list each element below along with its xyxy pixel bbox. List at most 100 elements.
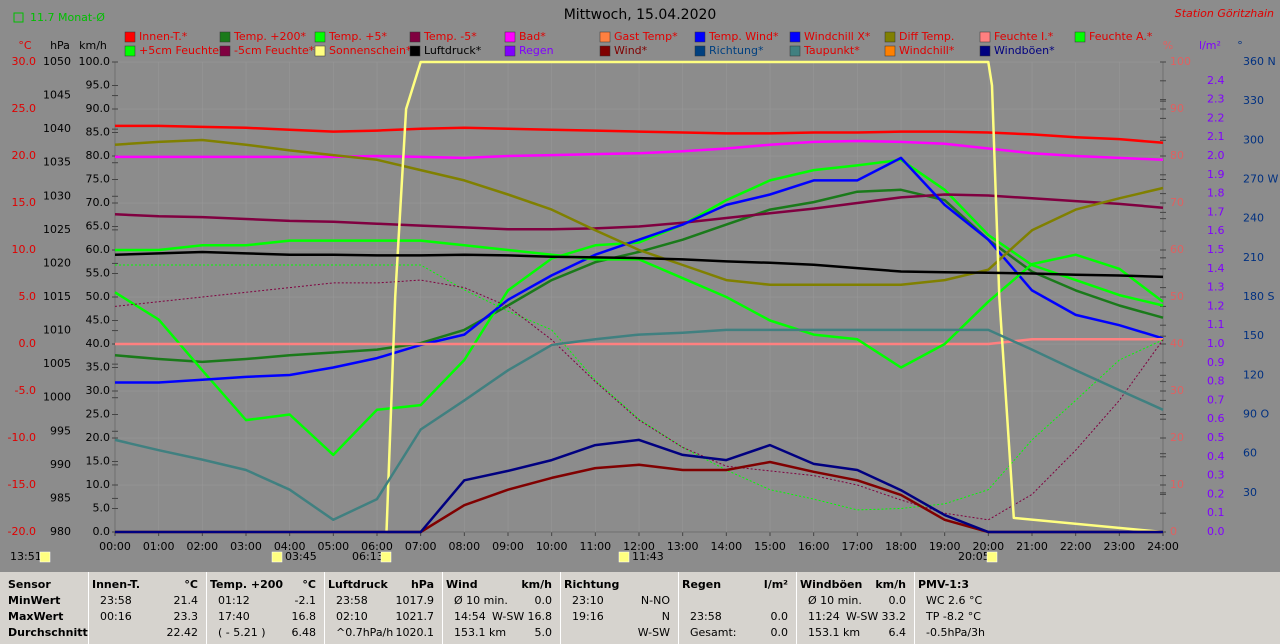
- y-tick-label: 0.5: [1207, 431, 1225, 444]
- cell-right: 22.42: [166, 626, 199, 639]
- column-header: Innen-T.: [92, 578, 141, 591]
- y-tick-label: 0.0: [93, 525, 111, 538]
- x-tick-label: 21:00: [1016, 540, 1048, 553]
- y-tick-label: 360 N: [1243, 55, 1276, 68]
- legend-label: Temp. Wind*: [708, 30, 779, 43]
- x-tick-label: 11:00: [579, 540, 611, 553]
- cell-left: 02:10: [336, 610, 368, 623]
- legend-label: Innen-T.*: [139, 30, 188, 43]
- y-axis-unit: km/h: [79, 39, 107, 52]
- cell-right: 1021.7: [395, 610, 435, 623]
- cell-right: 1017.9: [395, 594, 435, 607]
- legend-swatch: [1074, 31, 1086, 43]
- series-line: [115, 438, 1163, 534]
- y-tick-label: 60.0: [86, 243, 111, 256]
- y-tick-label: 1040: [43, 122, 71, 135]
- cell-right: 5.0: [534, 626, 553, 639]
- x-tick-label: 05:00: [317, 540, 349, 553]
- x-tick-label: 06:00: [361, 540, 393, 553]
- y-tick-label: 65.0: [86, 220, 111, 233]
- column-separator: [206, 572, 207, 644]
- column-separator: [560, 572, 561, 644]
- series-line: [114, 250, 1164, 279]
- y-tick-label: 995: [50, 424, 71, 437]
- cell-left: Ø 10 min.: [808, 594, 862, 607]
- legend-label: Temp. +200*: [233, 30, 307, 43]
- x-tick-label: 22:00: [1060, 540, 1092, 553]
- y-tick-label: 30.0: [12, 55, 37, 68]
- row-label: Sensor: [8, 578, 51, 591]
- legend-label: Windchill X*: [804, 30, 871, 43]
- y-tick-label: 55.0: [86, 267, 111, 280]
- column-header: Richtung: [564, 578, 620, 591]
- cell-right: 33.2: [881, 610, 907, 623]
- y-tick-label: 45.0: [86, 314, 111, 327]
- y-axis-unit: %: [1163, 39, 1173, 52]
- sun-marker-label: 03:45: [285, 550, 317, 563]
- legend-label: Richtung*: [709, 44, 764, 57]
- legend-label: Diff Temp.: [899, 30, 954, 43]
- legend-swatch: [219, 45, 231, 57]
- column-unit: km/h: [875, 578, 906, 591]
- cell-left: 23:58: [100, 594, 132, 607]
- y-tick-label: 10.0: [86, 478, 111, 491]
- cell-right: 0.0: [534, 594, 553, 607]
- legend-label: Feuchte A.*: [1089, 30, 1153, 43]
- y-tick-label: 1.1: [1207, 318, 1225, 331]
- cell-right: 16.8: [527, 610, 553, 623]
- y-tick-label: 2.1: [1207, 130, 1225, 143]
- series-line: [115, 156, 1164, 384]
- cell-left: WC 2.6 °C: [926, 594, 983, 607]
- series-line: [115, 264, 1164, 511]
- y-tick-label: 20.0: [86, 431, 111, 444]
- series-line: [114, 328, 1164, 522]
- row-label: MinWert: [8, 594, 61, 607]
- column-separator: [324, 572, 325, 644]
- cell-right: 0.0: [770, 610, 789, 623]
- y-tick-label: 210: [1243, 251, 1264, 264]
- legend-swatch: [599, 45, 611, 57]
- series-line: [114, 158, 1164, 457]
- y-tick-label: 35.0: [86, 361, 111, 374]
- column-separator: [796, 572, 797, 644]
- row-label: Durchschnitt: [8, 626, 88, 639]
- y-tick-label: 30: [1243, 486, 1257, 499]
- y-tick-label: 20.0: [12, 149, 37, 162]
- legend-swatch: [599, 31, 611, 43]
- legend-label: Feuchte I.*: [994, 30, 1054, 43]
- column-header: PMV-1:3: [918, 578, 969, 591]
- x-tick-label: 02:00: [186, 540, 218, 553]
- y-tick-label: 1025: [43, 223, 71, 236]
- cell-mid: W-SW: [492, 610, 525, 623]
- cell-left: 14:54: [454, 610, 486, 623]
- y-tick-label: 70.0: [86, 196, 111, 209]
- y-tick-label: 1015: [43, 290, 71, 303]
- legend-swatch: [219, 31, 231, 43]
- cell-left: 00:16: [100, 610, 132, 623]
- cell-right: 1020.1: [395, 626, 435, 639]
- y-tick-label: 150: [1243, 329, 1264, 342]
- legend-swatch: [314, 45, 326, 57]
- legend-label: Regen: [519, 44, 554, 57]
- legend-label: Wind*: [614, 44, 648, 57]
- summary-table: Sensor MinWert MaxWert Durchschnitt Innen-T.…: [0, 572, 1280, 644]
- y-tick-label: -10.0: [8, 431, 36, 444]
- column-unit: hPa: [410, 578, 434, 591]
- y-tick-label: 1.5: [1207, 243, 1225, 256]
- column-unit: °C: [184, 578, 198, 591]
- y-tick-label: 1045: [43, 89, 71, 102]
- x-tick-label: 04:00: [274, 540, 306, 553]
- sun-marker-icon: [39, 551, 51, 563]
- legend-swatch: [124, 31, 136, 43]
- x-tick-label: 16:00: [798, 540, 830, 553]
- cell-left: -0.5hPa/3h: [926, 626, 985, 639]
- sun-marker-icon: [986, 551, 998, 563]
- cell-left: 17:40: [218, 610, 250, 623]
- y-axis-unit: hPa: [50, 39, 70, 52]
- row-label: MaxWert: [8, 610, 64, 623]
- x-tick-label: 14:00: [710, 540, 742, 553]
- cell-right: 23.3: [173, 610, 199, 623]
- legend-swatch: [409, 31, 421, 43]
- x-tick-label: 19:00: [929, 540, 961, 553]
- background: [0, 0, 1280, 572]
